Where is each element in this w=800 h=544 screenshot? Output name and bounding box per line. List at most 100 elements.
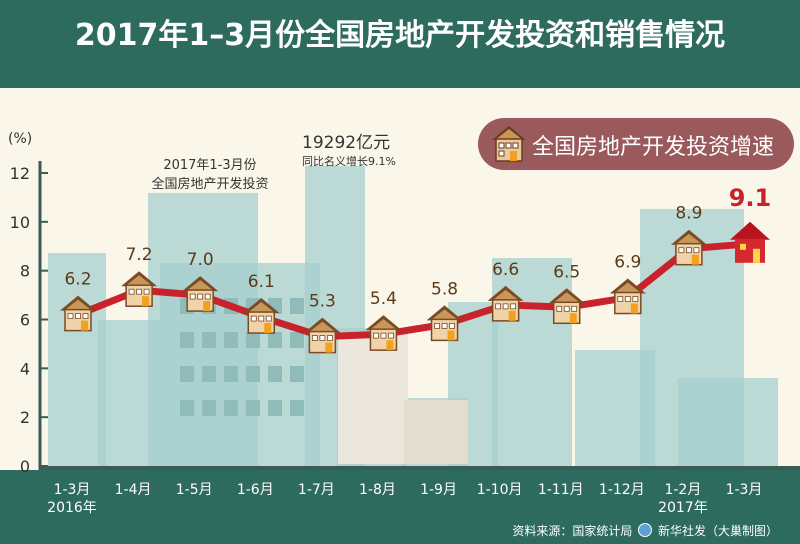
value-label-group: 6.2 7.2 7.0 6.1 5.3 5.4 5.8 6.6 6.5 6.9 8.9 9.1	[64, 184, 771, 312]
marker-door	[691, 254, 699, 265]
building-window	[246, 400, 260, 416]
house-marker	[121, 271, 158, 307]
value-label: 7.0	[187, 250, 214, 270]
house-marker	[609, 278, 646, 315]
value-label: 7.2	[126, 245, 153, 265]
building-window	[268, 332, 282, 348]
house-marker	[182, 276, 219, 312]
title-banner: 2017年1–3月份全国房地产开发投资和销售情况	[0, 0, 800, 88]
value-label: 9.1	[729, 184, 772, 212]
x-tick-label: 1-10月	[477, 482, 523, 498]
building-window	[180, 366, 194, 382]
value-label: 8.9	[675, 204, 702, 224]
building-window	[290, 298, 304, 314]
legend-label: 全国房地产开发投资增速	[532, 135, 775, 160]
total-note: 19292亿元 同比名义增长9.1%	[302, 128, 396, 169]
building-window	[246, 366, 260, 382]
marker-window	[197, 293, 204, 300]
marker-window	[143, 288, 150, 295]
marker-window	[502, 303, 509, 310]
background-buildings	[40, 166, 800, 470]
marker-window	[449, 322, 455, 329]
marker-window	[136, 288, 142, 295]
marker-window	[388, 332, 394, 339]
x-axis-band	[0, 470, 800, 544]
building-window	[224, 366, 238, 382]
x-tick-label: 1-3月	[54, 482, 91, 498]
x-tick-label: 1-4月	[115, 482, 152, 498]
line-chart: (%) 0 2 4 6 8 10 12 6.2 7.2 7.0 6.1 5.3 5.4 5.8 6.6 6.5…	[8, 131, 800, 516]
year-label: 2017年	[658, 500, 708, 516]
building-window	[268, 366, 282, 382]
y-tick-label: 0	[20, 457, 30, 476]
marker-roof-inner	[308, 321, 337, 333]
growth-note: 同比名义增长9.1%	[302, 155, 396, 168]
x-tick-label: 1-3月	[726, 482, 763, 498]
marker-door	[264, 323, 272, 334]
marker-window	[128, 288, 135, 295]
total-value: 19292亿元	[302, 133, 391, 153]
y-tick-label: 2	[20, 408, 30, 427]
value-label: 5.3	[309, 292, 336, 312]
background-building	[338, 332, 408, 464]
globe-icon	[638, 523, 653, 537]
y-tick-label: 6	[20, 311, 30, 330]
y-axis: (%) 0 2 4 6 8 10 12	[8, 131, 48, 476]
marker-window	[510, 303, 517, 310]
building-window	[290, 332, 304, 348]
building-window	[180, 400, 194, 416]
house-marker	[243, 298, 280, 334]
marker-window	[326, 335, 333, 341]
y-tick-label: 4	[20, 359, 30, 378]
house-marker	[548, 288, 585, 325]
x-tick-label: 1-9月	[420, 482, 457, 498]
marker-door	[753, 248, 760, 263]
marker-roof-inner	[613, 282, 642, 294]
y-tick-label: 8	[20, 262, 30, 281]
marker-window	[380, 332, 387, 339]
building-window	[224, 332, 238, 348]
x-tick-label-group: 1-3月 1-4月 1-5月 1-6月 1-7月 1-8月 1-9月 1-10月 1-11月 1-…	[47, 482, 762, 516]
value-label: 6.1	[248, 272, 275, 292]
value-label: 6.2	[64, 270, 91, 290]
marker-window	[204, 293, 211, 300]
building-window	[180, 332, 194, 348]
marker-body	[735, 238, 765, 263]
marker-window	[265, 315, 272, 322]
marker-door	[630, 303, 638, 314]
marker-door	[386, 340, 394, 351]
value-label: 6.9	[614, 253, 641, 273]
marker-door	[203, 301, 211, 312]
x-tick-label: 1-6月	[237, 482, 274, 498]
marker-roof-inner	[369, 319, 398, 331]
background-building	[678, 378, 778, 470]
marker-roof-inner	[430, 309, 459, 321]
marker-window	[624, 296, 631, 302]
legend: 全国房地产开发投资增速	[478, 118, 794, 170]
marker-window	[495, 303, 502, 310]
marker-window	[189, 293, 196, 300]
series-note-line1: 2017年1-3月份	[163, 158, 257, 173]
x-tick-label: 1-2月	[664, 482, 701, 498]
marker-window	[571, 305, 578, 312]
marker-door	[569, 313, 577, 324]
marker-roof-inner	[64, 299, 92, 311]
marker-door	[447, 330, 455, 341]
marker-window	[678, 247, 685, 254]
marker-window	[740, 243, 746, 250]
x-tick-label: 1-11月	[538, 482, 584, 498]
source-agency: 新华社发（大巢制图）	[657, 524, 778, 538]
building-window	[290, 366, 304, 382]
x-tick-label: 1-12月	[599, 482, 645, 498]
value-label: 5.4	[370, 289, 397, 309]
series-note: 2017年1-3月份 全国房地产开发投资	[146, 154, 274, 192]
marker-roof	[730, 221, 770, 240]
marker-window	[311, 335, 318, 341]
x-tick-label: 1-7月	[298, 482, 335, 498]
marker-window	[686, 247, 692, 254]
marker-roof-inner	[491, 289, 520, 301]
value-label: 6.6	[492, 260, 519, 280]
marker-window	[617, 296, 624, 302]
marker-window	[563, 305, 570, 312]
building-window	[202, 332, 216, 348]
